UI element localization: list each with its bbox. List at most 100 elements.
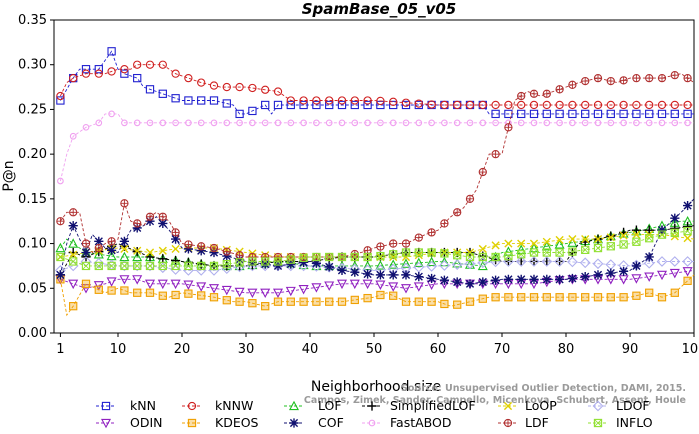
- legend-item-cof: COF: [284, 415, 344, 430]
- series-cof: [55, 198, 695, 289]
- data-point: [337, 100, 347, 110]
- data-point-cross: [402, 248, 410, 257]
- data-point: [68, 221, 78, 231]
- data-point-cross: [568, 247, 577, 256]
- legend-item-odin: ODIN: [96, 415, 163, 430]
- data-point: [184, 261, 193, 271]
- data-point: [414, 251, 423, 260]
- data-point: [478, 294, 487, 303]
- data-point: [376, 251, 385, 261]
- data-point: [542, 237, 551, 246]
- x-tick-label: 70: [494, 342, 511, 357]
- data-point-cross: [683, 227, 692, 235]
- data-point: [491, 252, 500, 262]
- legend-label: kNN: [130, 398, 156, 413]
- legend-marker: [593, 418, 603, 428]
- data-point: [644, 272, 655, 282]
- data-point: [171, 244, 180, 254]
- data-point: [568, 100, 577, 110]
- data-point: [581, 293, 590, 302]
- data-point: [133, 288, 142, 297]
- data-point-cross: [517, 92, 525, 100]
- legend-marker: [503, 401, 513, 411]
- data-point: [375, 280, 386, 290]
- data-point: [171, 234, 181, 244]
- data-point: [133, 73, 142, 83]
- data-point: [606, 231, 616, 241]
- data-point: [453, 119, 461, 127]
- data-point-cross: [146, 213, 154, 221]
- data-point: [350, 252, 359, 262]
- data-point: [656, 256, 668, 267]
- data-point: [81, 247, 91, 258]
- data-point: [145, 288, 155, 297]
- data-point: [185, 119, 192, 127]
- data-point: [350, 96, 359, 105]
- data-point: [606, 109, 615, 119]
- data-point: [81, 279, 91, 288]
- data-point-cross: [222, 260, 231, 269]
- data-point: [567, 256, 578, 268]
- data-point: [568, 109, 577, 119]
- data-point: [337, 265, 347, 275]
- data-point-cross: [184, 240, 192, 249]
- data-point: [542, 100, 551, 110]
- data-point: [529, 293, 539, 302]
- data-point: [375, 260, 386, 270]
- data-point: [554, 239, 565, 249]
- data-point: [145, 252, 155, 262]
- data-point: [657, 100, 667, 110]
- data-point-cross: [107, 262, 116, 270]
- data-point-cross: [466, 195, 474, 203]
- data-point: [453, 100, 462, 110]
- data-point: [389, 291, 398, 300]
- legend-label: COF: [318, 415, 344, 430]
- data-point: [338, 119, 346, 127]
- data-point-cross: [133, 219, 141, 228]
- legend-marker: [288, 400, 300, 411]
- data-point-cross: [632, 74, 640, 82]
- data-point: [349, 279, 360, 290]
- data-point: [606, 100, 615, 110]
- series-line-lof: [60, 220, 694, 267]
- data-point-cross: [286, 255, 295, 264]
- data-point-cross: [56, 217, 64, 225]
- data-point: [261, 100, 270, 110]
- data-point: [235, 297, 244, 306]
- data-point: [119, 236, 129, 246]
- data-point: [312, 100, 321, 110]
- data-point: [529, 100, 539, 110]
- legend-marker: [100, 418, 112, 429]
- data-point: [542, 248, 551, 257]
- data-point-cross: [670, 228, 679, 237]
- data-point: [452, 277, 462, 287]
- legend-label: LDOF: [616, 398, 650, 413]
- data-point-cross: [479, 168, 487, 176]
- data-point: [619, 109, 628, 119]
- data-point: [529, 239, 539, 248]
- data-point: [619, 293, 628, 302]
- data-point-cross: [671, 71, 679, 79]
- data-point: [555, 100, 564, 110]
- data-point: [414, 248, 423, 257]
- data-point: [222, 82, 231, 92]
- x-tick-label: 80: [558, 342, 575, 357]
- data-point: [299, 96, 308, 105]
- data-point: [632, 230, 641, 239]
- data-point: [388, 259, 399, 269]
- data-point: [364, 119, 371, 127]
- data-point: [671, 119, 679, 127]
- data-point: [158, 60, 167, 69]
- data-point: [567, 273, 577, 284]
- data-point: [645, 119, 653, 127]
- data-point-cross: [82, 239, 90, 248]
- data-point: [133, 119, 141, 127]
- data-point-cross: [555, 248, 564, 257]
- data-point: [184, 73, 193, 83]
- data-point: [529, 274, 539, 284]
- legend-item-knn: kNN: [96, 398, 156, 413]
- data-point-cross: [568, 81, 576, 89]
- data-point: [82, 123, 90, 131]
- data-point: [658, 119, 666, 127]
